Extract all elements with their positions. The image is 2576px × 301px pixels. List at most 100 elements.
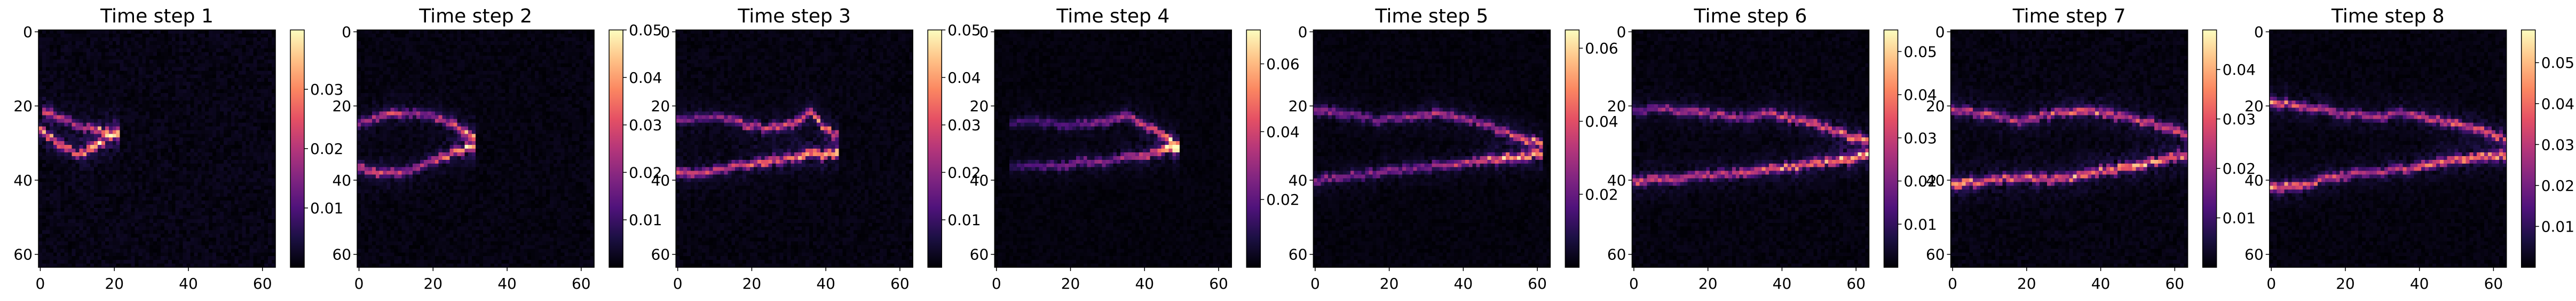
colorbar — [1246, 30, 1261, 267]
heatmap-panel-7: Time step 70 20 40 6002040600.010.020.030.0… — [1926, 5, 2256, 292]
y-tick-label: 20 — [970, 97, 989, 115]
x-tick-label: 60 — [253, 275, 272, 292]
y-tick-label: 40 — [1926, 172, 1945, 189]
x-tick-label: 60 — [2165, 275, 2184, 292]
y-tick-label: 20 — [2245, 97, 2264, 115]
colorbar — [290, 30, 304, 267]
colorbar-frame — [927, 29, 942, 268]
y-tick-label: 40 — [651, 172, 670, 189]
colorbar-tick-label: 0.03 — [947, 117, 981, 134]
colorbar-tick-label: 0.02 — [1266, 191, 1299, 209]
colorbar-tick-label: 0.04 — [2541, 95, 2574, 113]
heatmap-image — [1632, 30, 1869, 267]
y-tick-label: 20 — [1289, 97, 1308, 115]
y-tick-label: 0 — [2254, 23, 2264, 41]
panel-title: Time step 7 — [2012, 5, 2126, 27]
colorbar-tick-label: 0.03 — [310, 81, 343, 98]
x-tick-label: 20 — [2017, 275, 2036, 292]
panel-title: Time step 4 — [1056, 5, 1170, 27]
colorbar-tick-label: 0.05 — [2541, 54, 2574, 72]
axes-frame — [357, 29, 595, 268]
panel-title: Time step 1 — [100, 5, 214, 27]
y-tick-label: 40 — [1289, 172, 1308, 189]
x-tick-label: 40 — [497, 275, 517, 292]
x-tick-label: 60 — [1846, 275, 1866, 292]
x-tick-label: 60 — [890, 275, 910, 292]
x-tick-label: 0 — [1948, 275, 1957, 292]
y-tick-label: 60 — [2245, 246, 2264, 264]
colorbar — [2202, 30, 2217, 267]
y-tick-label: 60 — [1926, 246, 1945, 264]
colorbar — [928, 30, 942, 267]
y-tick-label: 60 — [13, 246, 33, 264]
x-tick-label: 20 — [105, 275, 124, 292]
x-tick-label: 20 — [742, 275, 762, 292]
colorbar — [1565, 30, 1579, 267]
colorbar-tick-label: 0.04 — [1266, 123, 1299, 141]
y-tick-label: 60 — [1607, 246, 1626, 264]
colorbar-tick-label: 0.02 — [1585, 186, 1618, 203]
x-tick-label: 40 — [2091, 275, 2111, 292]
colorbar — [609, 30, 623, 267]
colorbar-tick-label: 0.03 — [2541, 136, 2574, 153]
heatmap-image — [357, 30, 595, 267]
axes-frame — [1950, 29, 2188, 268]
colorbar — [1884, 30, 1898, 267]
colorbar-tick-label: 0.04 — [629, 69, 662, 87]
colorbar-frame — [609, 29, 623, 268]
panel-title: Time step 6 — [1694, 5, 1807, 27]
y-tick-label: 0 — [23, 23, 33, 41]
colorbar-tick-label: 0.01 — [2541, 218, 2574, 235]
x-tick-label: 40 — [2410, 275, 2429, 292]
colorbar-frame — [1564, 29, 1580, 268]
y-tick-label: 0 — [660, 23, 670, 41]
axes-frame — [1631, 29, 1870, 268]
heatmap-image — [2269, 30, 2507, 267]
x-tick-label: 20 — [1698, 275, 1718, 292]
x-tick-label: 0 — [673, 275, 683, 292]
x-tick-label: 60 — [1209, 275, 1228, 292]
heatmap-image — [676, 30, 913, 267]
x-tick-label: 0 — [992, 275, 1001, 292]
x-tick-label: 20 — [1380, 275, 1399, 292]
y-tick-label: 40 — [13, 172, 33, 189]
x-tick-label: 0 — [2266, 275, 2276, 292]
colorbar-tick-label: 0.03 — [629, 117, 662, 134]
colorbar-tick-label: 0.02 — [2223, 160, 2256, 177]
colorbar-tick-label: 0.05 — [629, 21, 662, 39]
y-tick-label: 20 — [1926, 97, 1945, 115]
x-tick-label: 0 — [354, 275, 364, 292]
colorbar-tick-label: 0.03 — [2223, 111, 2256, 128]
y-tick-label: 20 — [13, 97, 33, 115]
x-tick-label: 0 — [1310, 275, 1320, 292]
colorbar-tick-label: 0.05 — [1904, 43, 1937, 60]
y-tick-label: 40 — [970, 172, 989, 189]
colorbar-frame — [2202, 29, 2217, 268]
x-tick-label: 20 — [1061, 275, 1080, 292]
y-tick-label: 20 — [651, 97, 670, 115]
y-tick-label: 0 — [1935, 23, 1945, 41]
x-tick-label: 20 — [423, 275, 442, 292]
x-tick-label: 60 — [572, 275, 591, 292]
panel-title: Time step 2 — [418, 5, 532, 27]
heatmap-image — [994, 30, 1232, 267]
panel-title: Time step 5 — [1375, 5, 1489, 27]
x-tick-label: 20 — [2336, 275, 2355, 292]
y-tick-label: 40 — [1607, 172, 1626, 189]
colorbar-tick-label: 0.04 — [2223, 61, 2256, 79]
y-tick-label: 40 — [2245, 172, 2264, 189]
heatmap-panel-6: Time step 60 20 40 6002040600.010.020.030.0… — [1607, 5, 1937, 292]
x-tick-label: 60 — [2484, 275, 2503, 292]
heatmap-image — [1950, 30, 2188, 267]
colorbar-tick-label: 0.05 — [947, 21, 981, 39]
x-tick-label: 40 — [816, 275, 835, 292]
colorbar-tick-label: 0.02 — [947, 164, 981, 181]
colorbar-tick-label: 0.02 — [1904, 173, 1937, 190]
heatmap-image — [38, 30, 275, 267]
colorbar-tick-label: 0.01 — [310, 199, 343, 217]
colorbar-tick-label: 0.04 — [1585, 113, 1618, 130]
colorbar — [2521, 30, 2535, 267]
